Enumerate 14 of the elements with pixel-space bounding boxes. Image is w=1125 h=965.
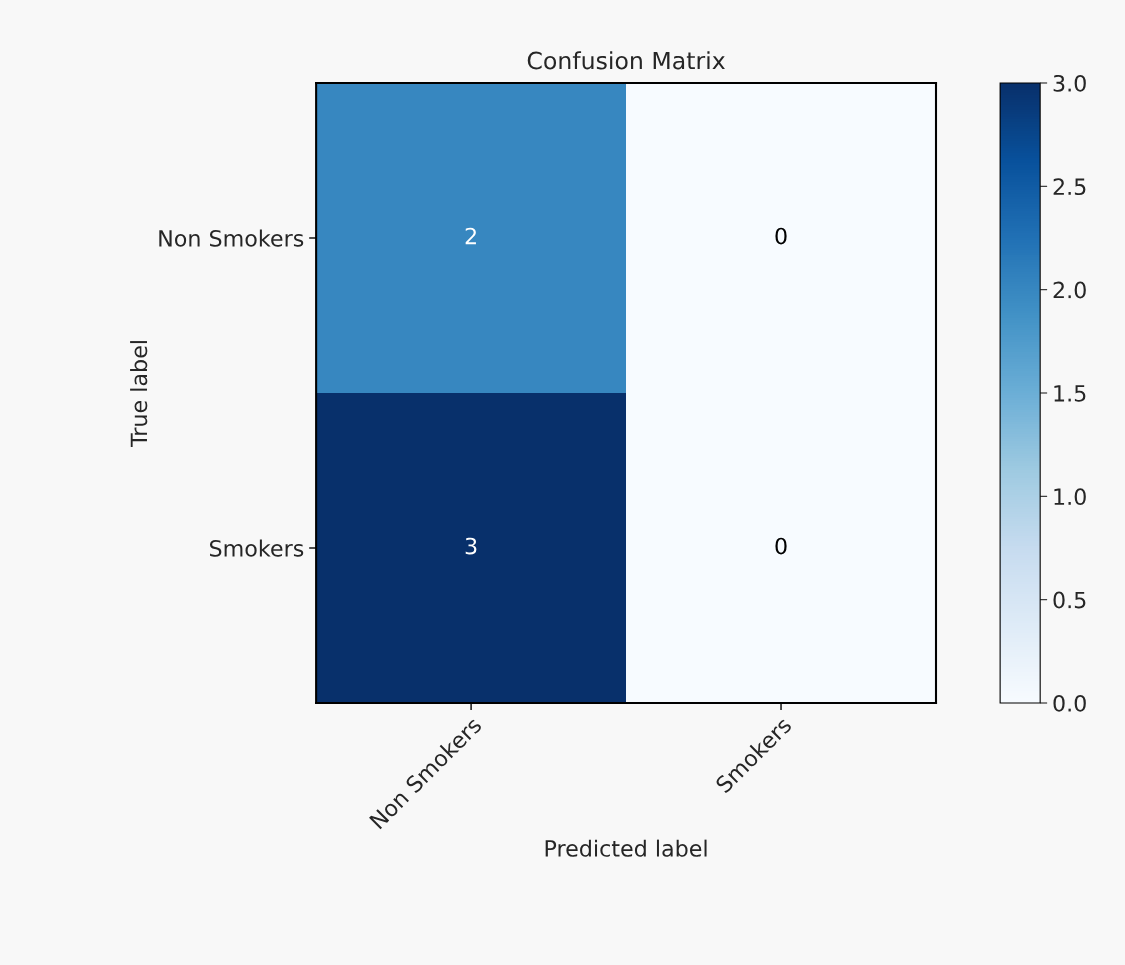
chart-title: Confusion Matrix <box>527 51 725 70</box>
color-bar-label: 2.5 <box>1053 178 1086 196</box>
data-label: 2 <box>465 227 476 245</box>
color-bar-label: 1.0 <box>1054 488 1086 506</box>
data-label: 0 <box>775 227 787 245</box>
color-bar-label: 1.5 <box>1054 385 1086 402</box>
y-axis-title: True label <box>130 341 148 448</box>
color-bar-label: 0.5 <box>1053 591 1086 609</box>
data-label: 0 <box>775 537 787 555</box>
x-axis-title: Predicted label <box>545 839 707 857</box>
data-label: 3 <box>465 537 477 555</box>
color-bar-label: 3.0 <box>1053 74 1086 92</box>
color-bar-label: 0.0 <box>1053 694 1086 712</box>
color-bar-label: 2.0 <box>1053 281 1086 299</box>
